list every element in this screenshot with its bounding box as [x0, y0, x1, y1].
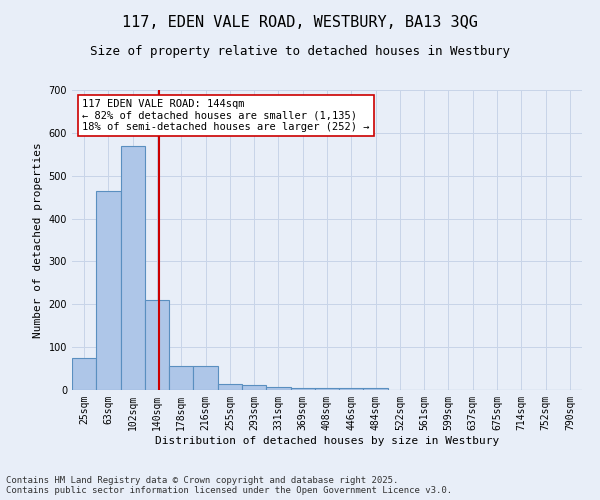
- Text: Size of property relative to detached houses in Westbury: Size of property relative to detached ho…: [90, 45, 510, 58]
- Bar: [339, 388, 364, 390]
- Bar: [315, 388, 339, 390]
- Text: 117, EDEN VALE ROAD, WESTBURY, BA13 3QG: 117, EDEN VALE ROAD, WESTBURY, BA13 3QG: [122, 15, 478, 30]
- Bar: [169, 366, 193, 390]
- Bar: [290, 388, 315, 390]
- Text: Contains HM Land Registry data © Crown copyright and database right 2025.
Contai: Contains HM Land Registry data © Crown c…: [6, 476, 452, 495]
- Bar: [96, 190, 121, 390]
- X-axis label: Distribution of detached houses by size in Westbury: Distribution of detached houses by size …: [155, 436, 499, 446]
- Bar: [218, 384, 242, 390]
- Bar: [193, 366, 218, 390]
- Bar: [242, 385, 266, 390]
- Bar: [121, 146, 145, 390]
- Bar: [266, 386, 290, 390]
- Y-axis label: Number of detached properties: Number of detached properties: [33, 142, 43, 338]
- Bar: [72, 358, 96, 390]
- Text: 117 EDEN VALE ROAD: 144sqm
← 82% of detached houses are smaller (1,135)
18% of s: 117 EDEN VALE ROAD: 144sqm ← 82% of deta…: [82, 99, 370, 132]
- Bar: [145, 300, 169, 390]
- Bar: [364, 388, 388, 390]
